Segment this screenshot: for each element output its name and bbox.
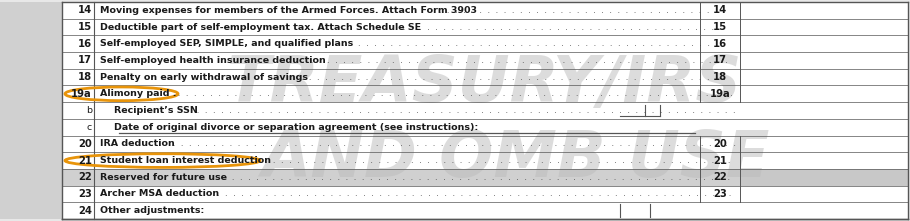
Bar [62, 152, 908, 169]
Text: 21: 21 [78, 156, 92, 166]
Text: Moving expenses for members of the Armed Forces. Attach Form 3903: Moving expenses for members of the Armed… [100, 6, 477, 15]
Text: Student loan interest deduction: Student loan interest deduction [100, 156, 271, 165]
Text: .  .  .  .  .  .  .  .  .  .  .  .  .  .  .  .  .  .  .  .  .  .  .  .  .  .  . : . . . . . . . . . . . . . . . . . . . . … [399, 23, 717, 32]
Bar [0, 2, 62, 219]
Bar [62, 169, 908, 186]
Text: Self-employed SEP, SIMPLE, and qualified plans: Self-employed SEP, SIMPLE, and qualified… [100, 39, 353, 48]
Bar [62, 69, 908, 86]
Text: 23: 23 [713, 189, 727, 199]
Text: TREASURY/IRS: TREASURY/IRS [228, 53, 743, 115]
Text: Deductible part of self-employment tax. Attach Schedule SE: Deductible part of self-employment tax. … [100, 23, 421, 32]
Text: 15: 15 [78, 22, 92, 32]
Bar [62, 2, 908, 19]
Text: .  .  .  .  .  .  .  .  .  .  .  .  .  .  .  .  .  .  .  .  .  .  .  .  .  .  . : . . . . . . . . . . . . . . . . . . . . … [221, 173, 733, 182]
Text: 20: 20 [713, 139, 727, 149]
Text: Self-employed health insurance deduction: Self-employed health insurance deduction [100, 56, 326, 65]
Text: .  .  .  .  .  .  .  .  .  .  .  .  .  .  .  .  .  .  .  .  .  .  .  .  .  .  . : . . . . . . . . . . . . . . . . . . . . … [436, 6, 720, 15]
Text: 19a: 19a [710, 89, 731, 99]
Text: 17: 17 [78, 55, 92, 65]
Text: Alimony paid .: Alimony paid . [100, 89, 177, 98]
Text: .  .  .  .  .  .  .  .  .  .  .  .  .  .  .  .  .  .  .  .  .  .  .  .  .  .  . : . . . . . . . . . . . . . . . . . . . . … [308, 56, 731, 65]
Text: Archer MSA deduction: Archer MSA deduction [100, 189, 219, 198]
Text: 15: 15 [713, 22, 727, 32]
Text: 16: 16 [78, 39, 92, 49]
Text: Penalty on early withdrawal of savings: Penalty on early withdrawal of savings [100, 73, 308, 82]
Text: .  .  .  .  .  .  .  .  .  .  .  .  .  .  .  .  .  .  .  .  .  .  .  .  .  .  . : . . . . . . . . . . . . . . . . . . . . … [262, 156, 733, 165]
Text: .  .  .  .  .  .  .  .  .  .  .  .  .  .  .  .  .  .  .  .  .  .  .  .  .  .  . : . . . . . . . . . . . . . . . . . . . . … [176, 89, 736, 98]
Text: .  .  .  .  .  .  .  .  .  .  .  .  .  .  .  .  .  .  .  .  .  .  .  .  .  .  . : . . . . . . . . . . . . . . . . . . . . … [170, 139, 739, 148]
Text: .  .  .  .  .  .  .  .  .  .  .  .  .  .  .  .  .  .  .  .  .  .  .  .  .  .  . : . . . . . . . . . . . . . . . . . . . . … [339, 39, 721, 48]
Text: .  .  .  .  .  .  .  .  .  .  .  .  .  .  .  .  .  .  .  .  .  .  .  .  .  .  . : . . . . . . . . . . . . . . . . . . . . … [195, 106, 739, 115]
Text: 24: 24 [78, 206, 92, 216]
Text: 21: 21 [713, 156, 727, 166]
Text: Date of original divorce or separation agreement (see instructions):: Date of original divorce or separation a… [114, 123, 479, 132]
Bar [62, 19, 908, 35]
Bar [62, 52, 908, 69]
Text: 22: 22 [713, 172, 727, 182]
Text: Other adjustments:: Other adjustments: [100, 206, 204, 215]
Text: IRA deduction: IRA deduction [100, 139, 175, 148]
Text: 17: 17 [713, 55, 727, 65]
Bar [62, 35, 908, 52]
Bar [62, 119, 908, 135]
Text: 14: 14 [77, 5, 92, 15]
Bar [62, 186, 908, 202]
Text: 18: 18 [78, 72, 92, 82]
Bar [62, 102, 908, 119]
Text: 19a: 19a [71, 89, 92, 99]
Text: 20: 20 [78, 139, 92, 149]
Text: 23: 23 [78, 189, 92, 199]
Bar [62, 202, 908, 219]
Text: .  .  .  .  .  .  .  .  .  .  .  .  .  .  .  .  .  .  .  .  .  .  .  .  .  .  . : . . . . . . . . . . . . . . . . . . . . … [298, 73, 728, 82]
Text: 22: 22 [78, 172, 92, 182]
Bar [62, 86, 908, 102]
Bar [740, 169, 908, 186]
Text: 16: 16 [713, 39, 727, 49]
Text: c: c [86, 123, 92, 132]
Text: AND OMB USE: AND OMB USE [261, 128, 769, 190]
Text: Recipient’s SSN: Recipient’s SSN [114, 106, 197, 115]
Text: 14: 14 [713, 5, 727, 15]
Text: .  .  .  .  .  .  .  .  .  .  .  .  .  .  .  .  .  .  .  .  .  .  .  .  .  .  . : . . . . . . . . . . . . . . . . . . . . … [206, 189, 734, 198]
Bar [62, 135, 908, 152]
Text: Reserved for future use: Reserved for future use [100, 173, 227, 182]
Text: 18: 18 [713, 72, 727, 82]
Text: b: b [86, 106, 92, 115]
